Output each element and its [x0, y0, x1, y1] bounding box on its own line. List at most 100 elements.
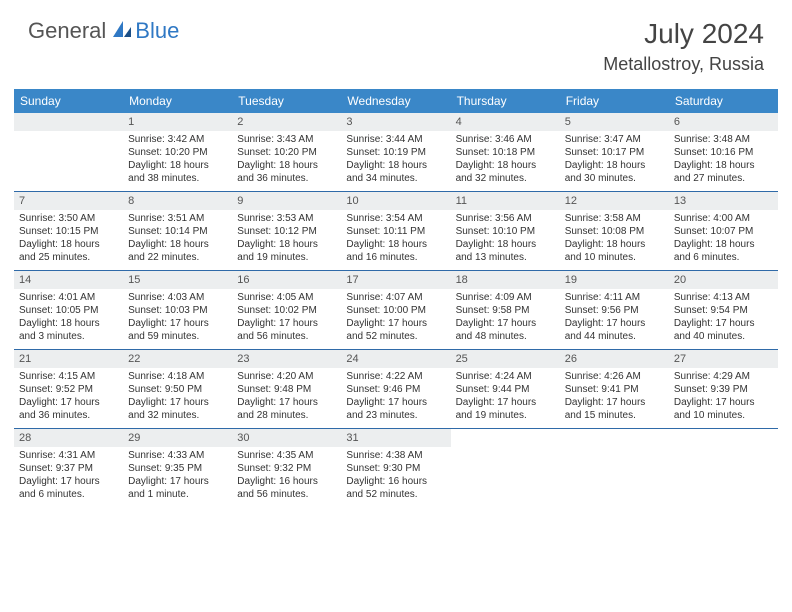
detail-line: and 23 minutes.: [346, 409, 445, 422]
day-details: [669, 447, 778, 453]
detail-line: Daylight: 17 hours: [346, 396, 445, 409]
day-header: Wednesday: [341, 89, 450, 113]
detail-line: Daylight: 18 hours: [128, 159, 227, 172]
detail-line: Sunset: 9:58 PM: [456, 304, 555, 317]
calendar-cell: 31Sunrise: 4:38 AMSunset: 9:30 PMDayligh…: [341, 429, 450, 507]
day-details: Sunrise: 4:26 AMSunset: 9:41 PMDaylight:…: [560, 368, 669, 426]
calendar-cell: 14Sunrise: 4:01 AMSunset: 10:05 PMDaylig…: [14, 271, 123, 349]
day-number: 11: [451, 192, 560, 210]
detail-line: Sunset: 10:12 PM: [237, 225, 336, 238]
day-number: 26: [560, 350, 669, 368]
calendar-cell: 12Sunrise: 3:58 AMSunset: 10:08 PMDaylig…: [560, 192, 669, 270]
page-header: General Blue July 2024 Metallostroy, Rus…: [0, 0, 792, 83]
day-number: 21: [14, 350, 123, 368]
calendar-cell: 30Sunrise: 4:35 AMSunset: 9:32 PMDayligh…: [232, 429, 341, 507]
detail-line: Daylight: 17 hours: [565, 317, 664, 330]
day-header: Friday: [560, 89, 669, 113]
calendar-week: 1Sunrise: 3:42 AMSunset: 10:20 PMDayligh…: [14, 113, 778, 191]
day-details: Sunrise: 3:53 AMSunset: 10:12 PMDaylight…: [232, 210, 341, 268]
day-number: [669, 429, 778, 447]
detail-line: Sunset: 10:18 PM: [456, 146, 555, 159]
calendar-cell: 13Sunrise: 4:00 AMSunset: 10:07 PMDaylig…: [669, 192, 778, 270]
detail-line: and 6 minutes.: [19, 488, 118, 501]
day-number: 28: [14, 429, 123, 447]
detail-line: Sunset: 10:11 PM: [346, 225, 445, 238]
detail-line: and 56 minutes.: [237, 330, 336, 343]
calendar-cell: 3Sunrise: 3:44 AMSunset: 10:19 PMDayligh…: [341, 113, 450, 191]
detail-line: and 1 minute.: [128, 488, 227, 501]
detail-line: and 52 minutes.: [346, 330, 445, 343]
detail-line: Sunrise: 3:56 AM: [456, 212, 555, 225]
detail-line: and 48 minutes.: [456, 330, 555, 343]
detail-line: and 59 minutes.: [128, 330, 227, 343]
calendar-cell: [669, 429, 778, 507]
detail-line: Sunset: 9:44 PM: [456, 383, 555, 396]
day-details: Sunrise: 3:58 AMSunset: 10:08 PMDaylight…: [560, 210, 669, 268]
day-details: Sunrise: 4:18 AMSunset: 9:50 PMDaylight:…: [123, 368, 232, 426]
detail-line: and 19 minutes.: [456, 409, 555, 422]
detail-line: and 10 minutes.: [674, 409, 773, 422]
detail-line: Sunset: 10:10 PM: [456, 225, 555, 238]
day-number: 16: [232, 271, 341, 289]
detail-line: and 10 minutes.: [565, 251, 664, 264]
detail-line: Sunrise: 4:15 AM: [19, 370, 118, 383]
detail-line: Sunrise: 3:44 AM: [346, 133, 445, 146]
day-number: 13: [669, 192, 778, 210]
day-number: 4: [451, 113, 560, 131]
day-number: 14: [14, 271, 123, 289]
day-number: 31: [341, 429, 450, 447]
detail-line: Sunset: 9:41 PM: [565, 383, 664, 396]
calendar-cell: 24Sunrise: 4:22 AMSunset: 9:46 PMDayligh…: [341, 350, 450, 428]
detail-line: Sunset: 10:16 PM: [674, 146, 773, 159]
calendar-cell: 25Sunrise: 4:24 AMSunset: 9:44 PMDayligh…: [451, 350, 560, 428]
calendar-week: 21Sunrise: 4:15 AMSunset: 9:52 PMDayligh…: [14, 349, 778, 428]
day-number: 7: [14, 192, 123, 210]
detail-line: Daylight: 17 hours: [128, 396, 227, 409]
day-details: Sunrise: 4:11 AMSunset: 9:56 PMDaylight:…: [560, 289, 669, 347]
detail-line: Daylight: 17 hours: [346, 317, 445, 330]
detail-line: Sunrise: 3:53 AM: [237, 212, 336, 225]
day-details: Sunrise: 4:38 AMSunset: 9:30 PMDaylight:…: [341, 447, 450, 505]
day-number: 18: [451, 271, 560, 289]
detail-line: Daylight: 18 hours: [19, 317, 118, 330]
day-number: 25: [451, 350, 560, 368]
detail-line: Sunrise: 3:47 AM: [565, 133, 664, 146]
day-number: 27: [669, 350, 778, 368]
detail-line: and 56 minutes.: [237, 488, 336, 501]
day-number: 19: [560, 271, 669, 289]
detail-line: Sunrise: 4:26 AM: [565, 370, 664, 383]
day-number: 3: [341, 113, 450, 131]
calendar-week: 14Sunrise: 4:01 AMSunset: 10:05 PMDaylig…: [14, 270, 778, 349]
detail-line: Daylight: 17 hours: [456, 317, 555, 330]
detail-line: Daylight: 18 hours: [19, 238, 118, 251]
day-details: Sunrise: 4:00 AMSunset: 10:07 PMDaylight…: [669, 210, 778, 268]
detail-line: and 32 minutes.: [128, 409, 227, 422]
detail-line: Daylight: 17 hours: [456, 396, 555, 409]
detail-line: Sunrise: 4:03 AM: [128, 291, 227, 304]
calendar-cell: [451, 429, 560, 507]
day-details: Sunrise: 4:22 AMSunset: 9:46 PMDaylight:…: [341, 368, 450, 426]
detail-line: Daylight: 17 hours: [128, 317, 227, 330]
day-number: [14, 113, 123, 131]
detail-line: and 15 minutes.: [565, 409, 664, 422]
calendar-week: 28Sunrise: 4:31 AMSunset: 9:37 PMDayligh…: [14, 428, 778, 507]
detail-line: Sunrise: 4:05 AM: [237, 291, 336, 304]
detail-line: Daylight: 17 hours: [565, 396, 664, 409]
calendar-cell: 8Sunrise: 3:51 AMSunset: 10:14 PMDayligh…: [123, 192, 232, 270]
day-number: 15: [123, 271, 232, 289]
calendar-week: 7Sunrise: 3:50 AMSunset: 10:15 PMDayligh…: [14, 191, 778, 270]
day-details: [560, 447, 669, 453]
day-number: 20: [669, 271, 778, 289]
detail-line: Daylight: 18 hours: [456, 159, 555, 172]
calendar-cell: 4Sunrise: 3:46 AMSunset: 10:18 PMDayligh…: [451, 113, 560, 191]
detail-line: Sunset: 9:35 PM: [128, 462, 227, 475]
calendar-cell: 28Sunrise: 4:31 AMSunset: 9:37 PMDayligh…: [14, 429, 123, 507]
day-header: Monday: [123, 89, 232, 113]
day-header: Sunday: [14, 89, 123, 113]
detail-line: and 13 minutes.: [456, 251, 555, 264]
detail-line: Daylight: 18 hours: [346, 159, 445, 172]
day-details: Sunrise: 3:44 AMSunset: 10:19 PMDaylight…: [341, 131, 450, 189]
detail-line: Sunrise: 4:11 AM: [565, 291, 664, 304]
day-number: 1: [123, 113, 232, 131]
day-number: 30: [232, 429, 341, 447]
